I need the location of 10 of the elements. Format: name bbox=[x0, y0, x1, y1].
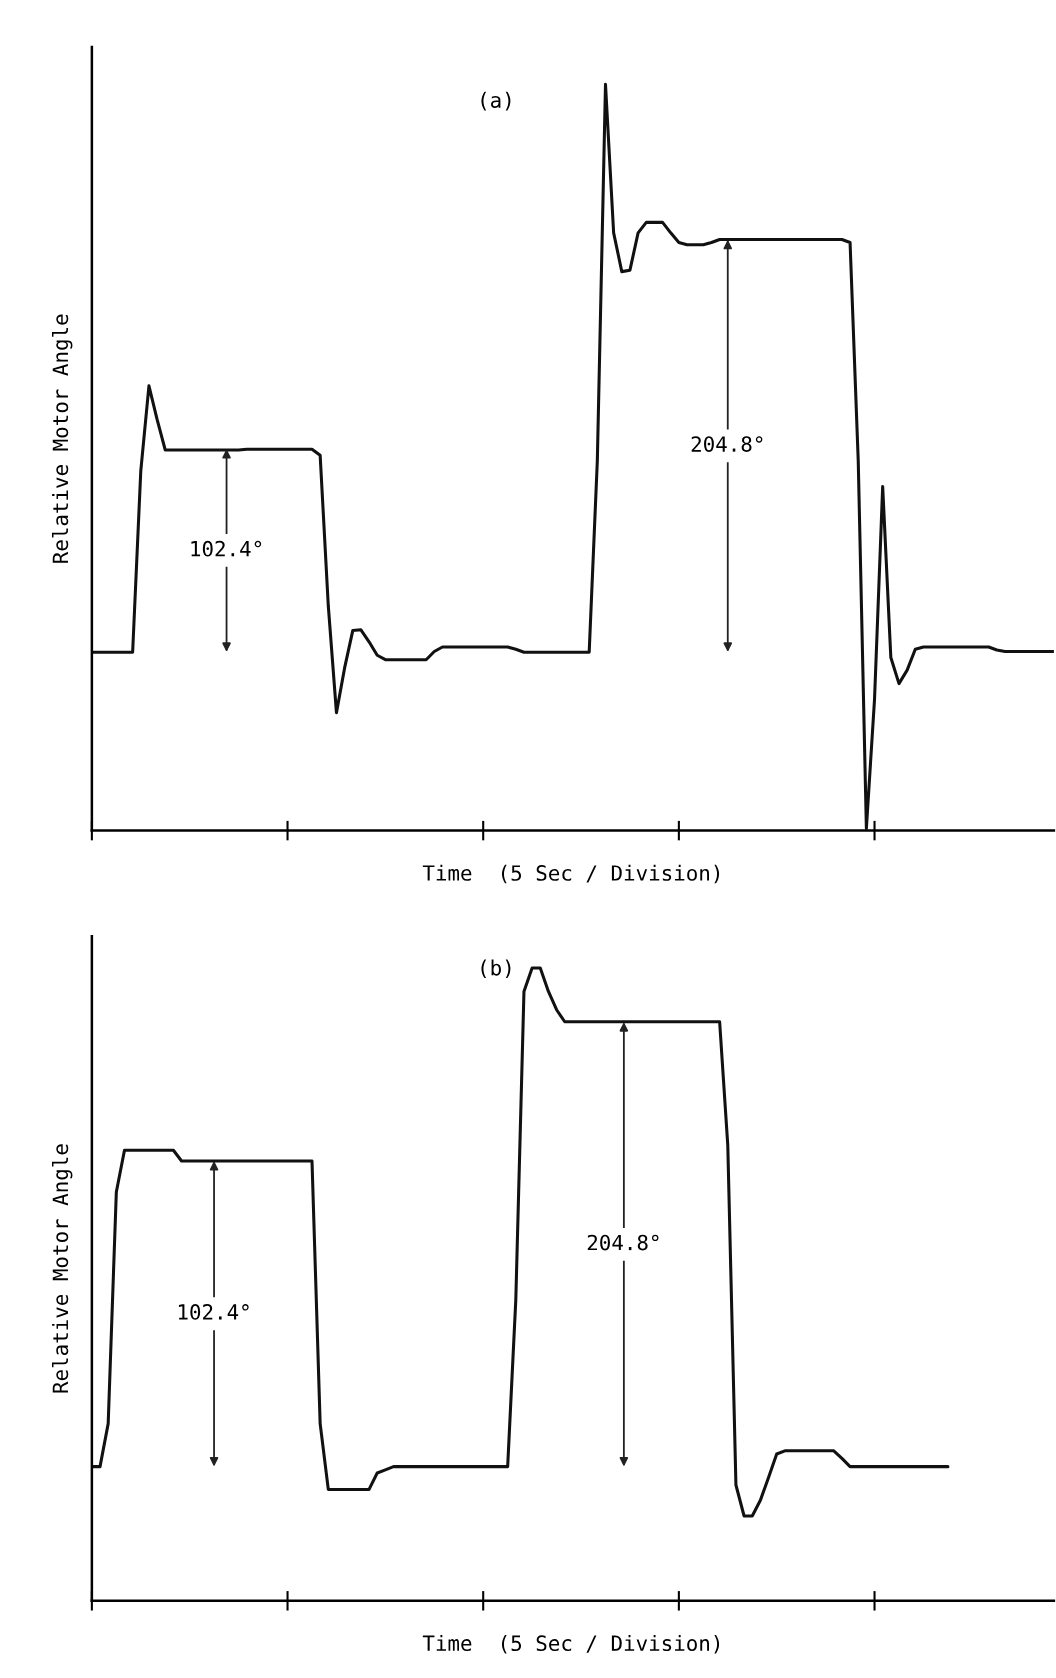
chart-title: (b) bbox=[481, 959, 511, 979]
x-axis-title: Time (5 Sec / Division) bbox=[422, 1634, 720, 1654]
y-axis-title: Relative Motor Angle bbox=[52, 314, 73, 563]
annotation: 204.8° bbox=[691, 436, 763, 452]
chart-title: (a) bbox=[481, 91, 511, 111]
y-axis-title: Relative Motor Angle bbox=[52, 1144, 73, 1393]
annotation: 102.4° bbox=[178, 1304, 249, 1320]
annotation: 204.8° bbox=[587, 1234, 659, 1251]
x-axis-title: Time (5 Sec / Division) bbox=[422, 864, 720, 884]
annotation: 102.4° bbox=[191, 540, 262, 557]
